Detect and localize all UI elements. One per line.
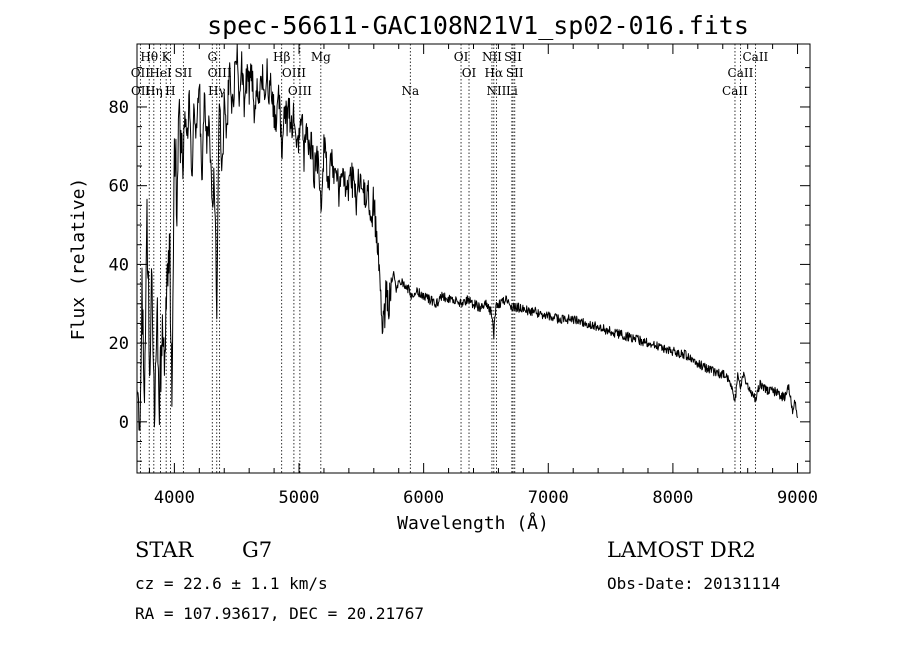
sky-coordinates: RA = 107.93617, DEC = 20.21767 [135, 604, 424, 623]
line-label-17: CaII [728, 66, 754, 80]
line-label-23: Na [401, 84, 419, 98]
line-label-2: G [207, 50, 217, 64]
y-axis-label: Flux (relative) [68, 178, 89, 341]
line-label-4: Mg [311, 50, 331, 64]
chart-title: spec-56611-GAC108N21V1_sp02-016.fits [207, 11, 749, 40]
x-tick-label-1: 5000 [279, 488, 320, 508]
line-label-6: NII [482, 50, 502, 64]
line-label-3: Hβ [273, 50, 290, 64]
redshift-velocity: cz = 22.6 ± 1.1 km/s [135, 574, 328, 593]
survey-name: LAMOST DR2 [607, 538, 756, 562]
y-tick-label-1: 20 [109, 334, 129, 354]
line-label-13: OIII [282, 66, 306, 80]
line-label-11: SII [175, 66, 193, 80]
y-tick-label-0: 0 [119, 413, 129, 433]
line-label-14: OI [462, 66, 477, 80]
x-axis-label: Wavelength (Å) [397, 512, 549, 534]
line-label-8: CaII [742, 50, 768, 64]
y-tick-label-2: 40 [109, 255, 129, 275]
line-label-16: SII [506, 66, 524, 80]
line-label-19: Hη [145, 84, 163, 98]
spectral-subclass: G7 [242, 538, 273, 562]
line-label-1: K [162, 50, 172, 64]
line-label-21: Hγ [208, 84, 226, 98]
line-label-12: OIII [208, 66, 232, 80]
line-label-9: OII [131, 66, 151, 80]
y-tick-label-3: 60 [109, 177, 129, 197]
line-label-24: NII [486, 84, 506, 98]
line-label-15: Hα [485, 66, 504, 80]
line-label-18: OII [131, 84, 151, 98]
line-label-25: Li [506, 84, 518, 98]
line-label-7: SII [504, 50, 522, 64]
line-label-20: H [165, 84, 175, 98]
y-tick-label-4: 80 [109, 98, 129, 118]
spectrum-line [136, 43, 798, 432]
x-tick-label-3: 7000 [528, 488, 569, 508]
x-tick-label-2: 6000 [403, 488, 444, 508]
observation-date: Obs-Date: 20131114 [607, 574, 781, 593]
line-label-10: HeI [149, 66, 172, 80]
line-label-22: OIII [288, 84, 312, 98]
object-class: STAR [135, 538, 194, 562]
line-label-26: CaII [722, 84, 748, 98]
x-tick-label-4: 8000 [652, 488, 693, 508]
x-tick-label-0: 4000 [154, 488, 195, 508]
x-tick-label-5: 9000 [777, 488, 818, 508]
line-label-5: OI [454, 50, 469, 64]
plot-frame [136, 43, 811, 474]
line-label-0: Hθ [140, 50, 158, 64]
